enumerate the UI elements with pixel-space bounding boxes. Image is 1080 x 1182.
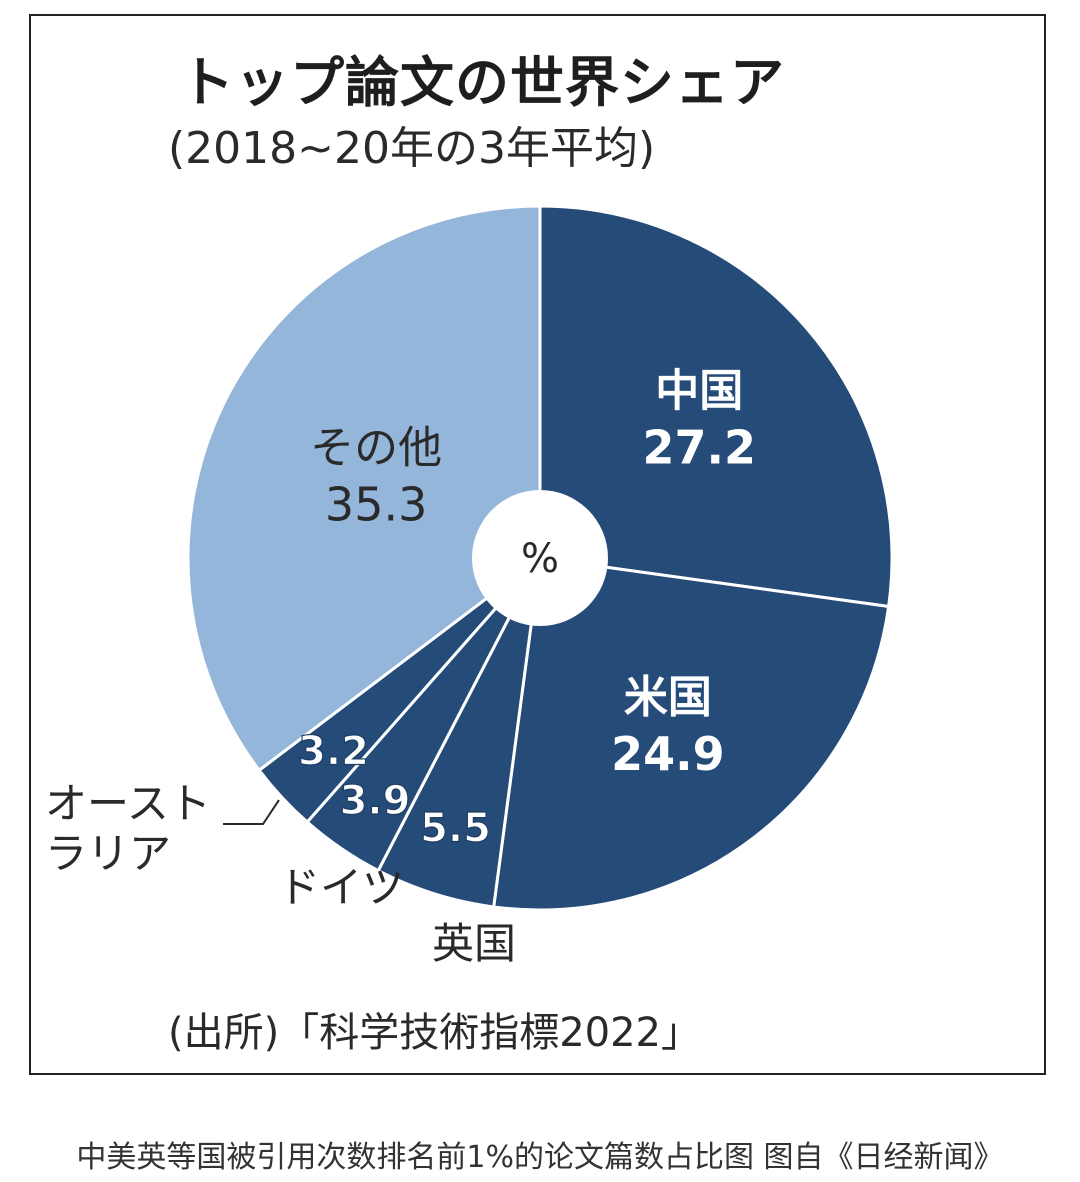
chart-title: トップ論文の世界シェア xyxy=(180,51,785,114)
slice-other-value: 35.3 xyxy=(325,477,427,531)
center-unit-label: % xyxy=(521,536,559,582)
leader-lines xyxy=(223,799,280,825)
slice-usa-value: 24.9 xyxy=(611,727,725,781)
slice-uk-label: 英国 xyxy=(432,919,516,968)
slice-uk-value: 5.5 xyxy=(420,806,491,852)
slice-germany-value: 3.9 xyxy=(340,778,411,824)
chart-subtitle: (2018~20年の3年平均) xyxy=(168,123,656,174)
slice-usa-label: 米国 xyxy=(624,672,712,723)
image-caption: 中美英等国被引用次数排名前1%的论文篇数占比图 图自《日经新闻》 xyxy=(76,1140,1004,1175)
slice-china-value: 27.2 xyxy=(643,420,757,474)
slice-germany-label: ドイツ xyxy=(278,863,404,912)
source-note: (出所)「科学技術指標2022」 xyxy=(168,1010,702,1056)
slice-australia-value: 3.2 xyxy=(298,728,369,774)
slice-other xyxy=(186,204,542,773)
slice-china-label: 中国 xyxy=(655,365,743,416)
slice-australia-label-line-1: オースト xyxy=(45,779,211,828)
slice-australia-leader-line xyxy=(223,799,280,825)
center-hole xyxy=(472,490,608,626)
slice-china xyxy=(538,204,894,609)
slice-australia-label-line-2: ラリア xyxy=(45,829,171,878)
slice-usa xyxy=(492,556,891,912)
pie-slices xyxy=(186,204,894,912)
slice-other-label: その他 xyxy=(310,422,442,473)
